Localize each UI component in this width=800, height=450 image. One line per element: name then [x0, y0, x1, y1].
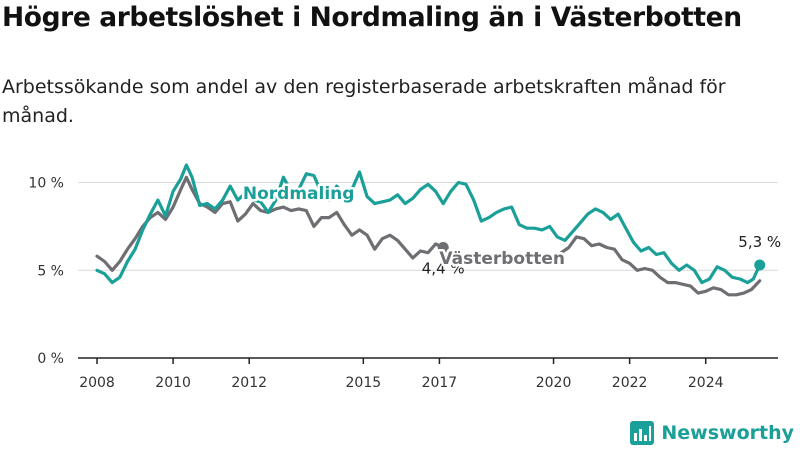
gridlines — [78, 182, 778, 271]
series-line-vasterbotten — [559, 235, 762, 297]
y-tick-label: 10 % — [28, 176, 64, 192]
end-value-label-vasterbotten: 4,4 % — [422, 259, 465, 277]
y-axis: 0 % 5 % 10 % — [28, 176, 64, 367]
page-subtitle: Arbetssökande som andel av den registerb… — [2, 76, 726, 127]
bar-chart-logo-icon — [630, 421, 655, 445]
x-tick-label: 2010 — [155, 375, 191, 391]
line-chart: 0 %5 %10 % 2008 2010 2012 2015 2017 2020 2022 2… — [28, 163, 781, 391]
x-tick-label: 2024 — [688, 375, 724, 391]
end-value-label-nordmaling: 5,3 % — [738, 233, 781, 251]
x-tick-label: 2017 — [422, 375, 458, 391]
series-labels: 5,3 % 4,4 % Nordmaling Västerbotten — [240, 182, 781, 278]
newsworthy-logo: Newsworthy — [629, 420, 794, 446]
x-tick-label: 2022 — [612, 375, 648, 391]
brand-name: Newsworthy — [661, 422, 794, 444]
series-label-nordmaling: Nordmaling — [243, 184, 355, 204]
x-tick-label: 2008 — [79, 375, 115, 391]
y-tick-label: 0 % — [37, 351, 64, 367]
x-tick-label: 2015 — [346, 375, 382, 391]
x-tick-label: 2012 — [231, 375, 267, 391]
x-tick-label: 2020 — [536, 375, 572, 391]
end-point-nordmaling — [754, 259, 766, 271]
series-line-nordmaling — [95, 163, 762, 285]
page-title: Högre arbetslöshet i Nordmaling än i Väs… — [2, 2, 742, 33]
series-label-vasterbotten: Västerbotten — [439, 249, 565, 269]
series-lines — [95, 163, 762, 297]
end-point-vasterbotten — [437, 241, 449, 253]
y-tick-label: 5 % — [37, 263, 64, 279]
x-axis: 2008 2010 2012 2015 2017 2020 2022 2024 — [78, 357, 778, 391]
